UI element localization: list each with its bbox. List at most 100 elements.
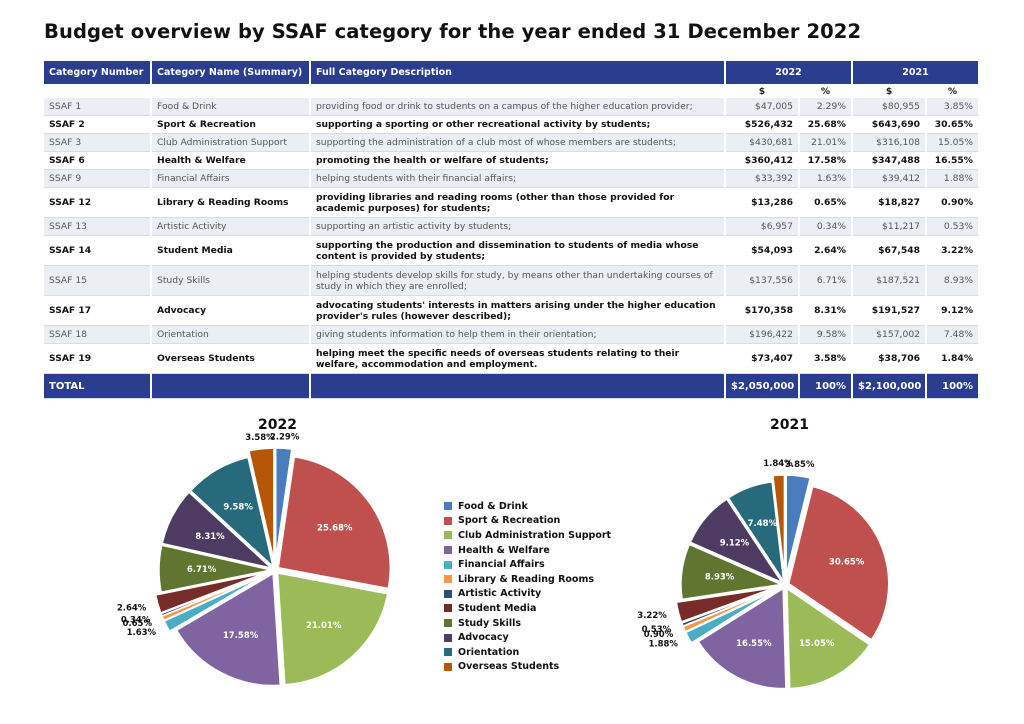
legend-swatch xyxy=(444,662,452,671)
amount-2021: $11,217 xyxy=(852,217,928,236)
percent-2021: 0.90% xyxy=(926,187,981,218)
legend-item: Artistic Activity xyxy=(444,587,611,602)
table-row: SSAF 14 Student Media supporting the produ… xyxy=(44,235,981,266)
table-row: SSAF 19 Overseas Students helping meet the… xyxy=(44,343,981,374)
percent-2022: 1.63% xyxy=(799,169,854,188)
legend-label: Study Skills xyxy=(458,617,522,629)
pie-slice xyxy=(727,481,785,582)
legend-label: Food & Drink xyxy=(458,500,528,512)
pie-data-label: 1.63% xyxy=(127,628,157,638)
amount-2021: $38,706 xyxy=(852,343,928,374)
pie-data-label: 0.34% xyxy=(121,615,151,625)
table-row: SSAF 12 Library & Reading Rooms providing … xyxy=(44,187,981,218)
category-number: SSAF 12 xyxy=(44,187,152,218)
table-row: SSAF 15 Study Skills helping students deve… xyxy=(44,265,981,296)
category-name: Club Administration Support xyxy=(151,133,311,152)
category-number: SSAF 17 xyxy=(44,295,152,326)
legend-item: Club Administration Support xyxy=(444,528,611,543)
pie-data-label: 2.29% xyxy=(270,432,300,442)
category-description: advocating students' interests in matter… xyxy=(310,295,726,326)
units-row: $ % $ % xyxy=(44,84,981,98)
pie-data-label: 3.85% xyxy=(785,460,815,470)
table-row: SSAF 1 Food & Drink providing food or drin… xyxy=(44,98,981,116)
pie-slice xyxy=(684,589,777,644)
percent-2022: 0.34% xyxy=(799,217,854,236)
pie-data-label: 1.88% xyxy=(648,640,678,650)
total-percent-2022: 100% xyxy=(799,373,854,399)
legend-item: Food & Drink xyxy=(444,499,611,514)
total-percent-2021: 100% xyxy=(926,373,981,399)
category-number: SSAF 1 xyxy=(44,98,152,116)
total-amount-2021: $2,100,000 xyxy=(852,373,928,399)
pie-data-label: 30.65% xyxy=(829,557,865,567)
pie-data-label: 0.65% xyxy=(122,619,152,629)
percent-2022: 17.58% xyxy=(799,151,854,170)
pie-slice xyxy=(154,572,266,614)
category-name: Library & Reading Rooms xyxy=(151,187,311,218)
percent-2021: 3.22% xyxy=(926,235,981,266)
category-description: giving students information to help them… xyxy=(310,325,726,344)
pie-data-label: 15.05% xyxy=(799,639,835,649)
pie-slice xyxy=(786,587,871,690)
table-header-row: Category Number Category Name (Summary) … xyxy=(44,61,981,84)
percent-2022: 2.64% xyxy=(799,235,854,266)
category-description: promoting the health or welfare of stude… xyxy=(310,151,726,170)
category-name: Financial Affairs xyxy=(151,169,311,188)
category-number: SSAF 18 xyxy=(44,325,152,344)
pie-slice xyxy=(161,491,275,570)
pie-slice xyxy=(772,474,786,576)
pie-slice xyxy=(680,587,776,628)
legend-label: Artistic Activity xyxy=(458,588,542,600)
legend-swatch xyxy=(444,546,452,555)
legend-item: Health & Welfare xyxy=(444,543,611,558)
percent-2022: 6.71% xyxy=(799,265,854,296)
amount-2021: $316,108 xyxy=(852,133,928,152)
legend-label: Orientation xyxy=(458,646,520,658)
legend-label: Library & Reading Rooms xyxy=(458,573,595,585)
table-row: SSAF 18 Orientation giving students inform… xyxy=(44,325,981,344)
pie-data-label: 8.93% xyxy=(705,572,735,582)
amount-2021: $191,527 xyxy=(852,295,928,326)
percent-2021: 1.84% xyxy=(926,343,981,374)
amount-2022: $6,957 xyxy=(725,217,800,236)
unit-dollar-2022: $ xyxy=(725,84,800,98)
pie-data-label: 2.64% xyxy=(117,603,147,613)
pie-data-label: 3.58% xyxy=(245,433,275,443)
percent-2021: 30.65% xyxy=(926,115,981,134)
legend-item: Advocacy xyxy=(444,630,611,645)
category-number: SSAF 3 xyxy=(44,133,152,152)
legend-swatch xyxy=(444,589,452,598)
unit-pct-2021: % xyxy=(926,84,981,98)
legend-label: Student Media xyxy=(458,602,537,614)
percent-2021: 0.53% xyxy=(926,217,981,236)
amount-2022: $526,432 xyxy=(725,115,800,134)
table-row: SSAF 2 Sport & Recreation supporting a spo… xyxy=(44,115,981,134)
table-row: SSAF 3 Club Administration Support support… xyxy=(44,133,981,152)
percent-2022: 2.29% xyxy=(799,98,854,116)
legend-item: Financial Affairs xyxy=(444,557,611,572)
pie-slice xyxy=(277,455,391,590)
category-description: supporting a sporting or other recreatio… xyxy=(310,115,726,134)
chart-legend: Food & Drink Sport & Recreation Club Admin… xyxy=(444,499,611,674)
pie-slice xyxy=(158,544,272,594)
pie-data-label: 16.55% xyxy=(736,639,772,649)
legend-item: Student Media xyxy=(444,601,611,616)
total-amount-2022: $2,050,000 xyxy=(725,373,800,399)
pie-2022-title: 2022 xyxy=(258,417,297,433)
legend-label: Advocacy xyxy=(458,632,509,644)
pie-data-label: 9.58% xyxy=(223,502,253,512)
pie-slice xyxy=(689,498,784,585)
legend-swatch xyxy=(444,619,452,628)
legend-item: Orientation xyxy=(444,645,611,660)
legend-label: Financial Affairs xyxy=(458,559,545,571)
category-description: providing food or drink to students on a… xyxy=(310,98,726,116)
percent-2022: 0.65% xyxy=(799,187,854,218)
percent-2021: 8.93% xyxy=(926,265,981,296)
amount-2021: $157,002 xyxy=(852,325,928,344)
percent-2022: 9.58% xyxy=(799,325,854,344)
category-name: Study Skills xyxy=(151,265,311,296)
category-name: Health & Welfare xyxy=(151,151,311,170)
pie-slice xyxy=(276,572,389,686)
category-description: supporting the production and disseminat… xyxy=(310,235,726,266)
